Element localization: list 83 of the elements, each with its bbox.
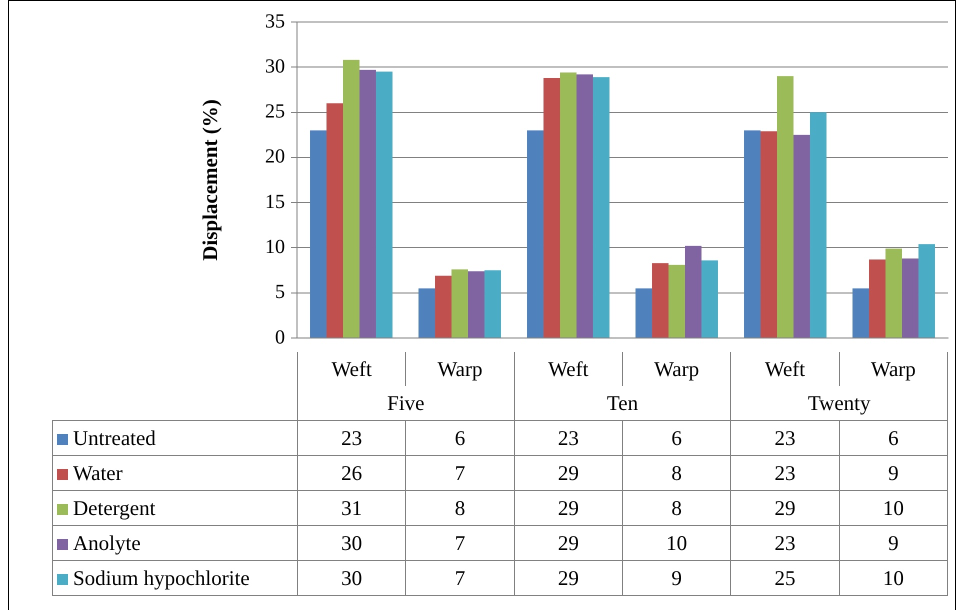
bar bbox=[902, 258, 918, 338]
bar bbox=[636, 288, 652, 338]
bar bbox=[527, 130, 544, 338]
y-tick-label: 25 bbox=[265, 100, 285, 123]
data-label: 9 bbox=[622, 560, 731, 596]
data-label: 29 bbox=[514, 526, 622, 560]
data-label: 29 bbox=[730, 490, 840, 526]
legend-label: Detergent bbox=[52, 490, 298, 526]
data-label: 9 bbox=[839, 526, 948, 560]
data-label: 7 bbox=[406, 560, 514, 596]
bar bbox=[652, 263, 669, 338]
bar bbox=[918, 244, 935, 338]
bar bbox=[592, 77, 610, 338]
data-label: 29 bbox=[514, 490, 622, 526]
data-label: 30 bbox=[298, 560, 406, 596]
text: Five bbox=[298, 386, 514, 420]
bar bbox=[668, 264, 685, 338]
x-tick-label: Weft bbox=[298, 352, 406, 386]
data-label: 10 bbox=[839, 490, 948, 526]
x-tick-label: Warp bbox=[406, 352, 514, 386]
legend-label: Sodium hypochlorite bbox=[52, 560, 298, 596]
y-tick-label: 20 bbox=[265, 146, 285, 168]
bar bbox=[484, 270, 501, 338]
data-label: 23 bbox=[730, 420, 840, 456]
legend-label: Untreated bbox=[52, 420, 298, 456]
bar bbox=[576, 74, 593, 338]
data-label: 7 bbox=[406, 456, 514, 490]
x-tick-label: Warp bbox=[622, 352, 731, 386]
data-label: 25 bbox=[730, 560, 840, 596]
bar bbox=[869, 259, 886, 338]
data-label: 10 bbox=[622, 526, 731, 560]
bar bbox=[777, 76, 794, 338]
y-tick-label: 5 bbox=[275, 281, 285, 304]
bar bbox=[701, 260, 718, 338]
y-tick-label: 35 bbox=[265, 10, 285, 32]
bar bbox=[452, 269, 468, 338]
bar bbox=[376, 72, 392, 338]
bar bbox=[326, 103, 344, 338]
data-label: 8 bbox=[622, 490, 731, 526]
data-label: 31 bbox=[298, 490, 406, 526]
bar bbox=[468, 271, 484, 338]
data-label: 8 bbox=[622, 456, 731, 490]
data-label: 23 bbox=[298, 420, 406, 456]
data-label: 23 bbox=[730, 456, 840, 490]
y-tick-label: 10 bbox=[265, 236, 285, 258]
legend-label: Anolyte bbox=[52, 526, 298, 560]
data-label: 8 bbox=[406, 490, 514, 526]
data-label: 9 bbox=[839, 456, 948, 490]
data-label: 6 bbox=[839, 420, 948, 456]
data-label: 6 bbox=[406, 420, 514, 456]
data-label: 6 bbox=[622, 420, 731, 456]
data-label: 7 bbox=[406, 526, 514, 560]
bar bbox=[810, 112, 826, 338]
y-tick-label: 0 bbox=[275, 326, 285, 348]
data-label: 10 bbox=[839, 560, 948, 596]
y-tick-label: 15 bbox=[265, 190, 285, 213]
data-label: 23 bbox=[514, 420, 622, 456]
data-label: 29 bbox=[514, 456, 622, 490]
x-tick-label: Weft bbox=[730, 352, 840, 386]
bar bbox=[544, 78, 560, 338]
x-tick-label: Weft bbox=[514, 352, 622, 386]
bar bbox=[886, 248, 902, 338]
data-label: 23 bbox=[730, 526, 840, 560]
text: Ten bbox=[514, 386, 731, 420]
bar bbox=[359, 70, 376, 338]
legend-label: Water bbox=[52, 456, 298, 490]
bar bbox=[435, 276, 452, 338]
bar bbox=[310, 130, 327, 338]
bar bbox=[744, 130, 761, 338]
bar bbox=[852, 288, 870, 338]
text: Twenty bbox=[730, 386, 948, 420]
data-label: 26 bbox=[298, 456, 406, 490]
y-axis-title: Displacement (%) bbox=[198, 99, 222, 261]
bar bbox=[343, 60, 360, 338]
bar bbox=[684, 246, 702, 338]
bar bbox=[760, 131, 778, 338]
bar bbox=[560, 72, 576, 338]
bar bbox=[793, 134, 810, 338]
bar bbox=[418, 288, 436, 338]
y-tick-label: 30 bbox=[265, 55, 285, 78]
data-label: 29 bbox=[514, 560, 622, 596]
data-label: 30 bbox=[298, 526, 406, 560]
x-tick-label: Warp bbox=[839, 352, 948, 386]
